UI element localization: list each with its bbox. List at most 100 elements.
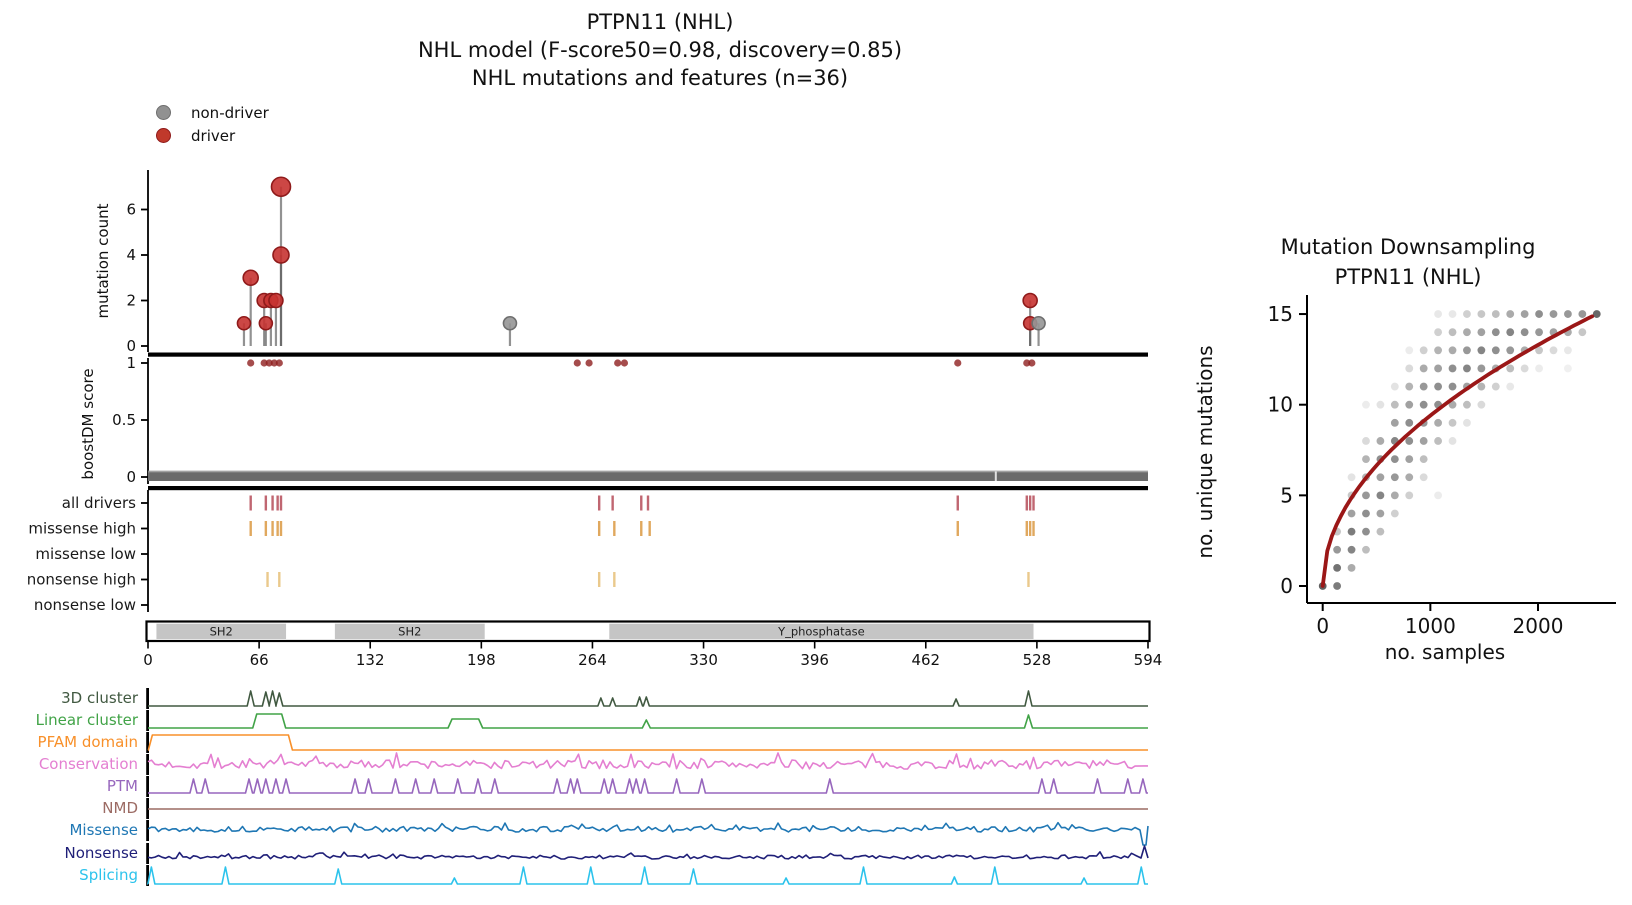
ds-scatter-dot [1463, 328, 1471, 337]
ds-scatter-dot [1405, 491, 1414, 500]
feature-track-line [148, 690, 1148, 707]
ds-scatter-dot [1419, 346, 1428, 355]
ds-ytick-label: 0 [1280, 574, 1293, 598]
downsampling-title-line1: Mutation Downsampling [1280, 235, 1536, 259]
ds-scatter-dot [1405, 382, 1414, 391]
ds-scatter-dot [1390, 509, 1399, 518]
track-row-label: nonsense high [27, 571, 136, 589]
mutation-tick [646, 495, 650, 511]
mutation-tick [249, 495, 252, 511]
mutation-tick [1028, 495, 1032, 511]
ds-scatter-dot [1491, 310, 1500, 318]
ds-scatter-dot [1434, 437, 1443, 445]
feature-track-label: PFAM domain [38, 733, 138, 751]
ds-scatter-dot [1405, 473, 1414, 482]
domain-bar: SH2 SH2 Y_phosphatase 0 66 132 198 264 330 396 462… [143, 620, 1162, 669]
mutation-tick [249, 521, 252, 536]
ds-scatter-dot [1506, 364, 1515, 373]
ds-scatter-dot [1535, 364, 1543, 373]
xaxis-tick-label: 462 [911, 651, 940, 669]
mutation-tick [264, 495, 268, 511]
ds-scatter-dot [1419, 473, 1428, 482]
track-row-label: all drivers [62, 494, 136, 512]
ds-scatter-dot [1419, 364, 1428, 373]
legend-label-driver: driver [191, 126, 236, 145]
ds-scatter-dot [1520, 364, 1529, 373]
mutation-tick [597, 572, 601, 587]
ds-scatter-dot [1376, 491, 1385, 500]
legend-item-driver: driver [156, 124, 269, 147]
ds-scatter-dot [1390, 473, 1399, 482]
feature-tracks: 3D cluster Linear cluster PFAM domain Conse… [36, 688, 1149, 886]
boostdm-driver-dot [247, 359, 255, 367]
feature-track-start-tick [146, 820, 149, 841]
non-driver-dot-icon [156, 105, 171, 120]
ds-scatter-dot [1390, 455, 1399, 463]
mutation-tick [276, 495, 279, 511]
ds-scatter-dot [1491, 346, 1500, 355]
driver-tracks: all drivers missense high missense low nons… [27, 490, 1035, 614]
needle-ytick-label: 6 [126, 201, 136, 219]
feature-track-start-tick [146, 865, 149, 886]
ds-ytick-label: 5 [1280, 483, 1293, 507]
feature-track-label: Linear cluster [36, 711, 139, 729]
boostdm-driver-dot [275, 359, 283, 367]
mutation-tick [1027, 572, 1030, 587]
boostdm-driver-dot [270, 359, 278, 367]
ds-scatter-dot [1362, 527, 1370, 536]
ds-scatter-dot [1362, 455, 1370, 463]
ds-scatter-dot [1434, 310, 1443, 318]
ds-scatter-dot [1477, 400, 1486, 409]
ds-scatter-dot [1477, 310, 1486, 318]
mutation-tick [1025, 495, 1028, 511]
xaxis-tick-label: 264 [578, 651, 607, 669]
needle-ytick-label: 0 [126, 337, 136, 355]
figure-title-line1: PTPN11 (NHL) [586, 10, 734, 34]
ds-scatter-dot [1448, 418, 1457, 427]
ds-scatter-dot [1549, 310, 1558, 318]
feature-track-line [147, 752, 1149, 770]
ds-scatter-dot [1506, 310, 1515, 318]
mutation-tick [271, 521, 274, 536]
feature-track-label: PTM [107, 777, 138, 795]
ds-scatter-dot [1362, 437, 1370, 445]
boostdm-driver-dot [573, 359, 581, 367]
boostdm-driver-dot [585, 359, 593, 367]
feature-track-line [147, 866, 1148, 885]
xaxis-tick-label: 396 [800, 651, 829, 669]
xaxis-tick-label: 528 [1023, 651, 1052, 669]
feature-track-label: Missense [69, 821, 138, 839]
mutation-tick [271, 495, 274, 511]
ds-scatter-dot [1434, 346, 1443, 355]
boostdm-ytick-label: 1 [126, 354, 136, 372]
feature-track-label: Splicing [79, 866, 138, 884]
non-driver-mutation-dot [1031, 315, 1046, 331]
xaxis-tick-label: 198 [467, 651, 496, 669]
ds-scatter-dot [1362, 509, 1370, 518]
ds-scatter-dot [1405, 455, 1414, 463]
track-row-label: nonsense low [34, 596, 136, 614]
driver-dot-icon [156, 128, 171, 143]
track-row-label: missense high [28, 520, 136, 538]
feature-track-start-tick [146, 754, 149, 775]
driver-mutation-dot [272, 246, 290, 264]
ds-scatter-dot [1448, 328, 1457, 337]
legend-item-non-driver: non-driver [156, 101, 269, 124]
ds-scatter-dot [1405, 418, 1414, 427]
ds-scatter-dot [1390, 382, 1399, 391]
domain-block-label: SH2 [210, 625, 233, 639]
ds-scatter-dot [1491, 328, 1500, 337]
feature-track-label: Nonsense [65, 844, 139, 862]
mutation-tick [648, 521, 651, 536]
ds-scatter-dot [1390, 491, 1399, 500]
ds-scatter-dot [1434, 364, 1443, 373]
ds-scatter-dot [1448, 437, 1457, 445]
domain-block [609, 623, 1034, 639]
boostdm-driver-dot [954, 359, 962, 367]
ds-scatter-dot [1520, 310, 1529, 318]
ds-xtick-label: 2000 [1513, 614, 1564, 638]
ds-scatter-dot [1463, 400, 1471, 409]
downsampling-title: Mutation Downsampling PTPN11 (NHL) [1190, 232, 1626, 292]
driver-mutation-dot [242, 269, 259, 287]
